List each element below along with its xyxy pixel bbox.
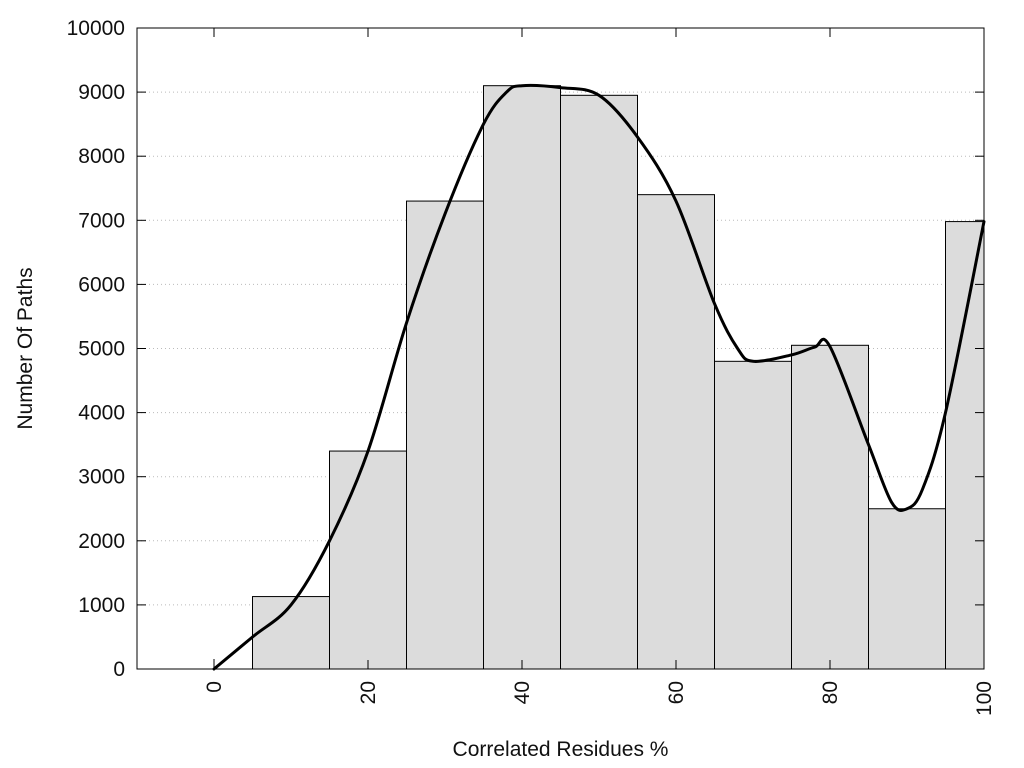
y-tick-label: 9000	[78, 81, 125, 104]
x-tick-label: 100	[973, 681, 996, 716]
bar	[714, 360, 792, 670]
bars	[213, 85, 985, 670]
bar	[791, 344, 869, 670]
bar	[329, 450, 407, 670]
smooth-curve	[212, 83, 986, 671]
smooth-curve-line	[212, 83, 986, 671]
bar	[406, 200, 484, 670]
bar	[560, 94, 638, 670]
bar	[868, 508, 946, 670]
x-tick-label: 0	[203, 681, 226, 693]
y-tick-label: 2000	[78, 530, 125, 553]
x-tick-labels: 0 20 40 60 80 100	[203, 681, 996, 716]
y-tick-label: 7000	[78, 209, 125, 232]
y-tick-label: 5000	[78, 338, 125, 361]
y-tick-labels: 0 1000 2000 3000 4000 5000 6000 7000 8000 9000 100…	[67, 17, 125, 681]
y-tick-label: 8000	[78, 145, 125, 168]
bar	[252, 596, 330, 670]
y-tick-label: 0	[113, 658, 125, 681]
bar	[945, 221, 985, 670]
y-tick-label: 6000	[78, 273, 125, 296]
axis-ticks	[137, 27, 985, 670]
x-axis-title: Correlated Residues %	[453, 738, 669, 761]
y-tick-label: 3000	[78, 466, 125, 489]
y-axis-title: Number Of Paths	[14, 267, 37, 429]
bar	[637, 194, 715, 670]
x-tick-label: 80	[819, 681, 842, 704]
bar	[483, 85, 561, 670]
x-tick-label: 40	[511, 681, 534, 704]
y-tick-label: 10000	[67, 17, 125, 40]
x-tick-label: 60	[665, 681, 688, 704]
y-tick-label: 1000	[78, 594, 125, 617]
x-tick-label: 20	[357, 681, 380, 704]
y-tick-label: 4000	[78, 402, 125, 425]
